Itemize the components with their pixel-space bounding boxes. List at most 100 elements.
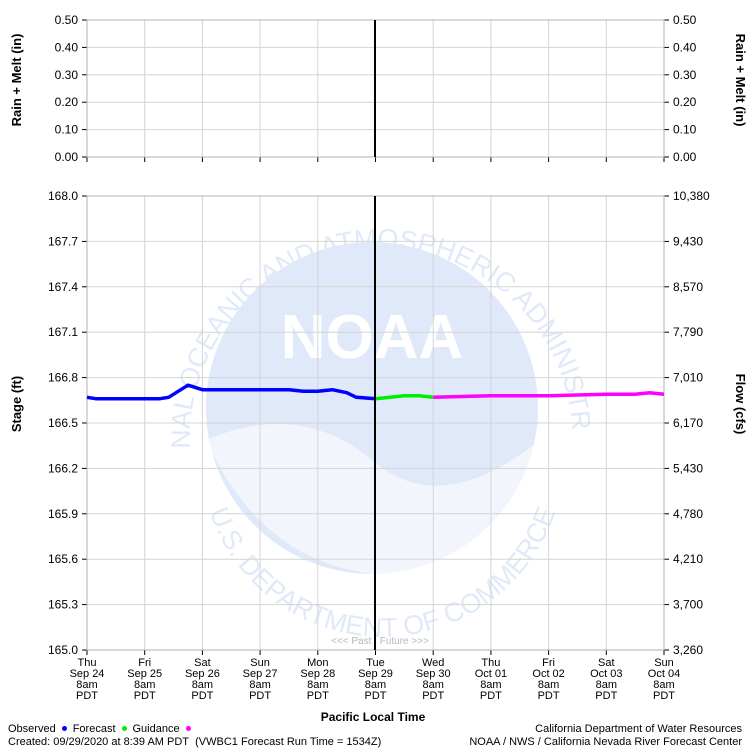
legend: Observed Forecast Guidance [8, 723, 197, 736]
stage-y-tick-label: 167.7 [48, 234, 78, 248]
stage-y-tick-label: 165.9 [48, 507, 78, 521]
x-tick-label: 8am [538, 679, 559, 691]
x-tick-label: Sep 26 [185, 668, 220, 680]
created-info: Created: 09/29/2020 at 8:39 AM PDT (VWBC… [8, 736, 381, 749]
top-ylabel-right: Rain + Melt (in) [733, 34, 748, 127]
x-tick-label: 8am [134, 679, 155, 691]
stage-ylabel: Stage (ft) [9, 376, 24, 432]
stage-y-tick-label-right: 5,430 [673, 461, 703, 475]
x-tick-label: Sun [654, 657, 674, 669]
top-y-tick-label-right: 0.50 [673, 13, 697, 27]
stage-y-tick-label-right: 8,570 [673, 280, 703, 294]
legend-observed-dot [61, 726, 67, 732]
x-tick-label: 8am [365, 679, 386, 691]
x-tick-label: Oct 01 [475, 668, 507, 680]
x-tick-label: Sep 24 [70, 668, 105, 680]
x-axis-title: Pacific Local Time [321, 710, 426, 724]
x-tick-label: 8am [480, 679, 501, 691]
top-y-tick-label: 0.30 [55, 68, 79, 82]
top-y-tick-label-right: 0.00 [673, 150, 697, 164]
top-y-tick-label: 0.00 [55, 150, 79, 164]
legend-guidance-label: Guidance [132, 723, 180, 735]
stage-y-tick-label: 165.3 [48, 598, 78, 612]
legend-observed-label: Observed [8, 723, 56, 735]
stage-y-tick-label: 166.5 [48, 416, 78, 430]
stage-y-tick-label: 165.6 [48, 552, 78, 566]
x-tick-label: 8am [422, 679, 443, 691]
x-tick-label: Oct 03 [590, 668, 622, 680]
x-tick-label: PDT [653, 690, 675, 702]
x-tick-label: 8am [76, 679, 97, 691]
stage-y-tick-label: 167.4 [48, 280, 78, 294]
x-tick-label: Oct 04 [648, 668, 680, 680]
x-tick-label: Tue [366, 657, 385, 669]
noaa-logo-disc [206, 242, 538, 574]
stage-y-tick-label-right: 7,790 [673, 325, 703, 339]
top-y-tick-label-right: 0.30 [673, 68, 697, 82]
top-ylabel-left: Rain + Melt (in) [9, 34, 24, 127]
stage-y-tick-label: 167.1 [48, 325, 78, 339]
x-tick-label: Sat [598, 657, 615, 669]
legend-guidance-dot [185, 726, 191, 732]
agency-line-1: California Department of Water Resources [535, 723, 742, 735]
stage-y-tick-label: 166.2 [48, 461, 78, 475]
x-tick-label: PDT [249, 690, 271, 702]
x-tick-label: PDT [134, 690, 156, 702]
run-info-text: (VWBC1 Forecast Run Time = 1534Z) [195, 736, 382, 748]
top-y-tick-label: 0.50 [55, 13, 79, 27]
stage-y-tick-label: 165.0 [48, 643, 78, 657]
stage-y-tick-label-right: 7,010 [673, 371, 703, 385]
x-tick-label: Sep 25 [127, 668, 162, 680]
stage-y-tick-label-right: 10,380 [673, 189, 710, 203]
x-tick-label: PDT [191, 690, 213, 702]
x-tick-label: PDT [76, 690, 98, 702]
x-tick-label: Oct 02 [532, 668, 564, 680]
top-y-tick-label: 0.10 [55, 123, 79, 137]
agency-info: California Department of Water Resources… [469, 723, 742, 749]
x-tick-label: 8am [249, 679, 270, 691]
series-forecast-line [375, 394, 434, 401]
x-tick-label: Thu [78, 657, 97, 669]
created-text: Created: 09/29/2020 at 8:39 AM PDT [8, 736, 190, 748]
x-tick-label: PDT [307, 690, 329, 702]
x-tick-label: Sep 28 [300, 668, 335, 680]
x-tick-label: 8am [596, 679, 617, 691]
x-tick-label: Mon [307, 657, 328, 669]
x-tick-label: Sep 27 [243, 668, 278, 680]
stage-y-tick-label: 168.0 [48, 189, 78, 203]
stage-y-tick-label: 166.8 [48, 371, 78, 385]
noaa-watermark: NOAA NATIONAL OCEANIC AND ATMOSPHERIC AD… [0, 0, 596, 643]
stage-y-tick-label-right: 4,780 [673, 507, 703, 521]
top-y-tick-label: 0.20 [55, 95, 79, 109]
past-future-label: <<< Past Future >>> [331, 636, 429, 647]
x-tick-label: 8am [653, 679, 674, 691]
top-y-tick-label-right: 0.20 [673, 95, 697, 109]
x-tick-label: Thu [481, 657, 500, 669]
x-tick-label: Fri [542, 657, 555, 669]
x-tick-label: PDT [365, 690, 387, 702]
x-tick-label: Sun [250, 657, 270, 669]
x-tick-label: Sep 29 [358, 668, 393, 680]
x-tick-label: Sep 30 [416, 668, 451, 680]
x-tick-label: PDT [595, 690, 617, 702]
stage-y-tick-label-right: 6,170 [673, 416, 703, 430]
series-guidance-line [433, 390, 665, 400]
legend-forecast-dot [121, 726, 127, 732]
x-tick-label: PDT [538, 690, 560, 702]
stage-y-tick-label-right: 3,260 [673, 643, 703, 657]
stage-y-tick-label-right: 4,210 [673, 552, 703, 566]
x-tick-label: Fri [138, 657, 151, 669]
series-observed-line [86, 383, 376, 401]
noaa-logo-wave [206, 424, 540, 582]
top-y-tick-label-right: 0.10 [673, 123, 697, 137]
x-tick-label: PDT [480, 690, 502, 702]
x-tick-label: PDT [422, 690, 444, 702]
noaa-logo-text: NOAA [281, 303, 464, 372]
top-y-tick-label: 0.40 [55, 40, 79, 54]
x-tick-label: Wed [422, 657, 444, 669]
legend-forecast-label: Forecast [72, 723, 116, 735]
flow-ylabel: Flow (cfs) [733, 374, 748, 435]
stage-y-tick-label-right: 3,700 [673, 598, 703, 612]
